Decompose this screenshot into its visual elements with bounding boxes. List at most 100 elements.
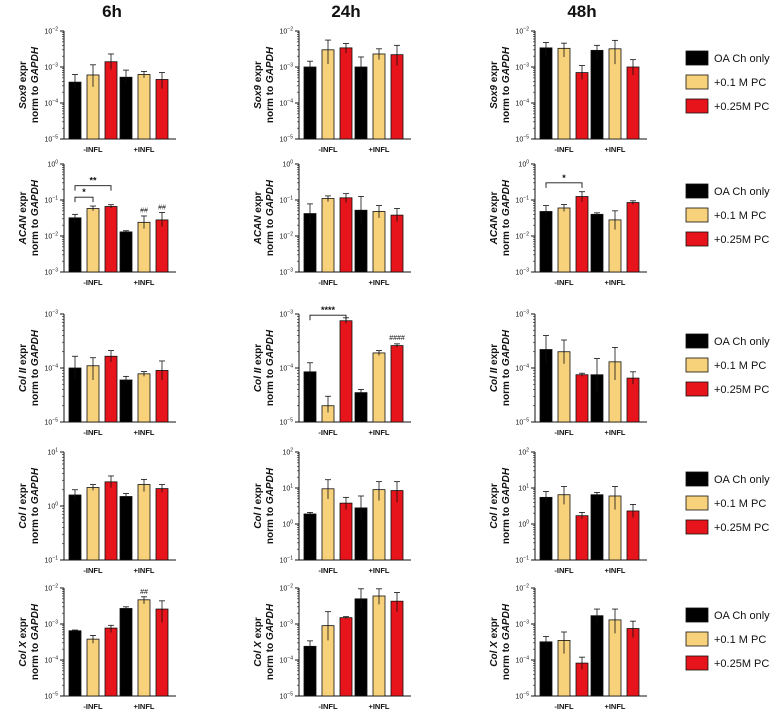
y-axis-reference-gene: GAPDH	[30, 603, 41, 640]
bar	[339, 502, 353, 561]
y-tick-base: 10	[45, 658, 53, 665]
bar	[86, 208, 100, 273]
y-tick-label: 10−4	[516, 99, 530, 108]
y-axis-reference-gene: GAPDH	[30, 329, 41, 366]
y-axis-label-line2: norm to GAPDH	[30, 46, 41, 123]
legend-label: OA Ch only	[714, 186, 770, 198]
x-category-label: -INFL	[318, 428, 338, 437]
y-axis-label: Sox9 exprnorm to GAPDH	[253, 46, 276, 123]
y-axis-label-line1: Col X expr	[253, 617, 264, 667]
y-axis-label-suffix: expr	[489, 344, 500, 368]
significance-label: *	[82, 187, 86, 197]
y-axis-label-suffix: expr	[253, 483, 264, 507]
x-category-label: +INFL	[604, 702, 625, 711]
y-tick-label: 10−3	[45, 310, 59, 319]
y-axis-gene-name: Col II	[253, 368, 264, 393]
bar	[339, 47, 353, 140]
y-axis-label-suffix: expr	[18, 191, 29, 215]
y-tick-label: 10−5	[280, 418, 294, 427]
y-tick-exponent: −4	[52, 99, 58, 105]
x-category-label: +INFL	[604, 278, 625, 287]
y-axis-label-suffix: expr	[18, 61, 29, 85]
y-tick-label: 10−5	[45, 692, 59, 701]
y-tick-exponent: −2	[523, 27, 529, 33]
y-tick-label: 10−3	[280, 310, 294, 319]
y-axis-norm-text: norm to	[30, 504, 41, 544]
y-axis-reference-gene: GAPDH	[265, 46, 276, 83]
significance-hash-label: ##	[158, 204, 166, 211]
y-tick-label: 102	[282, 448, 293, 457]
y-tick-label: 10−3	[516, 620, 530, 629]
legend-row-5: OA Ch only +0.1 M PC +0.25M PC	[685, 607, 770, 671]
y-tick-base: 10	[516, 586, 524, 593]
y-axis-gene-name: Col II	[18, 368, 29, 393]
y-tick-base: 10	[516, 101, 524, 108]
y-axis-label-suffix: expr	[489, 483, 500, 507]
y-axis-norm-text: norm to	[30, 216, 41, 256]
y-tick-exponent: 0	[290, 520, 293, 526]
y-tick-label: 10−1	[280, 556, 294, 565]
y-axis-label: Col X exprnorm to GAPDH	[18, 603, 41, 680]
y-tick-label: 100	[282, 520, 293, 529]
y-axis-label: Col II exprnorm to GAPDH	[253, 329, 276, 406]
bar	[303, 513, 317, 561]
y-axis-label-suffix: expr	[253, 344, 264, 368]
y-tick-base: 10	[47, 450, 55, 457]
bar	[339, 617, 353, 697]
bar	[119, 608, 133, 697]
y-axis-gene-name: Sox9	[18, 85, 29, 109]
y-axis-label-line2: norm to GAPDH	[501, 46, 512, 123]
y-tick-exponent: −1	[52, 196, 58, 202]
y-axis-gene-name: Sox9	[489, 85, 500, 109]
y-tick-exponent: −4	[523, 99, 529, 105]
y-tick-base: 10	[45, 101, 53, 108]
bar	[626, 377, 640, 423]
y-tick-label: 10−4	[45, 656, 59, 665]
bar	[575, 196, 589, 273]
legend-row-1: OA Ch only +0.1 M PC +0.25M PC	[685, 50, 770, 114]
y-tick-base: 10	[45, 137, 53, 144]
y-tick-base: 10	[280, 65, 288, 72]
y-tick-label: 100	[47, 502, 58, 511]
time-header-6h: 6h	[102, 2, 122, 21]
y-tick-exponent: −5	[52, 418, 58, 424]
x-category-label: -INFL	[318, 278, 338, 287]
bar	[137, 373, 151, 423]
y-tick-exponent: −4	[287, 656, 293, 662]
bar	[303, 66, 317, 140]
y-tick-exponent: −3	[52, 63, 58, 69]
y-tick-base: 10	[45, 366, 53, 373]
y-axis-label-line2: norm to GAPDH	[30, 179, 41, 256]
x-category-label: +INFL	[133, 702, 154, 711]
y-axis-label: Sox9 exprnorm to GAPDH	[489, 46, 512, 123]
bar	[590, 49, 604, 140]
x-category-label: -INFL	[83, 428, 103, 437]
y-axis-label-suffix: expr	[18, 617, 29, 641]
y-axis-reference-gene: GAPDH	[30, 179, 41, 216]
y-axis-norm-text: norm to	[265, 640, 276, 680]
y-tick-label: 100	[518, 160, 529, 169]
x-category-label: -INFL	[554, 428, 574, 437]
y-tick-label: 10−3	[280, 620, 294, 629]
x-category-label: +INFL	[133, 278, 154, 287]
bar	[137, 221, 151, 273]
y-axis-label-line1: ACAN expr	[489, 191, 500, 245]
y-axis-label-line1: Col I expr	[489, 483, 500, 529]
y-axis-label-line1: Sox9 expr	[489, 61, 500, 109]
bar	[68, 81, 82, 140]
x-category-label: +INFL	[133, 428, 154, 437]
y-tick-label: 10−4	[280, 364, 294, 373]
y-tick-label: 10−4	[280, 99, 294, 108]
y-tick-base: 10	[280, 312, 288, 319]
significance-label: ****	[321, 305, 336, 315]
y-tick-exponent: −3	[523, 268, 529, 274]
bar	[86, 487, 100, 561]
legend-label: +0.25M PC	[714, 384, 769, 396]
bar	[354, 392, 368, 423]
legend-row-3: OA Ch only +0.1 M PC +0.25M PC	[685, 333, 770, 397]
y-axis-norm-text: norm to	[501, 83, 512, 123]
